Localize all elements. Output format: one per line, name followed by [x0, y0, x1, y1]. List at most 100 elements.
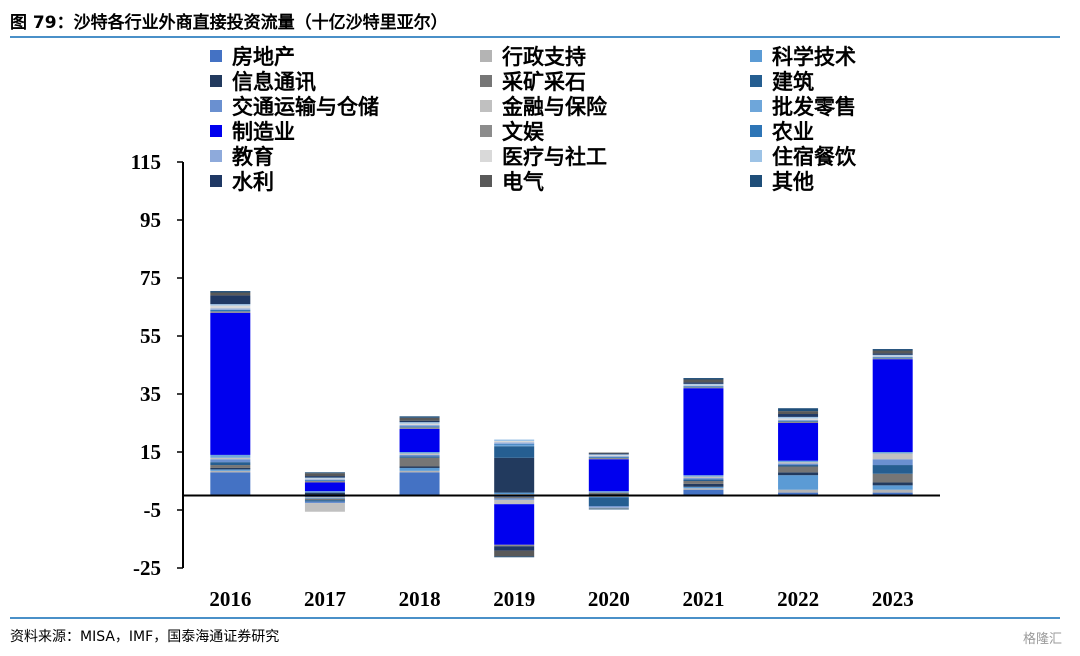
bar-segment [399, 456, 440, 458]
bar-segment [683, 387, 724, 389]
bar-segment [494, 499, 535, 505]
bar-segment [778, 462, 819, 464]
bar-segment [778, 423, 819, 461]
bar-segment [399, 452, 440, 454]
legend-swatch [480, 50, 492, 62]
bar-segment [304, 503, 345, 512]
bar-segment [872, 356, 913, 358]
bar-segment [399, 416, 440, 418]
bar-segment [304, 472, 345, 474]
bar-segment [588, 459, 629, 492]
bar-segment [872, 482, 913, 486]
bar-segment [588, 496, 629, 498]
bar-segment [399, 453, 440, 455]
bar-segment [304, 497, 345, 499]
bar-segment [778, 475, 819, 490]
bar-segment [872, 485, 913, 490]
legend-swatch [210, 150, 222, 162]
bar-segment [304, 492, 345, 496]
legend-swatch [750, 50, 762, 62]
bar-segment [872, 349, 913, 351]
bar-segment [683, 483, 724, 487]
bar-segment [494, 443, 535, 445]
legend-label: 教育 [232, 145, 274, 169]
legend-label: 农业 [771, 120, 814, 144]
bar-segment [588, 497, 629, 507]
legend-label: 行政支持 [501, 45, 586, 69]
bar-segment [872, 459, 913, 466]
bar-segment [210, 457, 251, 460]
bar-segment [210, 454, 251, 458]
x-tick-label: 2020 [588, 587, 630, 611]
bar-segment [683, 386, 724, 388]
legend-label: 文娱 [502, 120, 545, 144]
bar-segment [399, 422, 440, 424]
legend-swatch [750, 125, 762, 137]
bar-segment [683, 385, 724, 387]
watermark-logo: 格隆汇 [1022, 632, 1062, 647]
bar-segment [588, 506, 629, 508]
bar-segment [494, 442, 535, 444]
bar-segment [494, 496, 535, 499]
bar-segment [872, 473, 913, 483]
bar-segment [683, 479, 724, 481]
bar-segment [304, 481, 345, 483]
bar-segment [588, 454, 629, 456]
legend-swatch [210, 175, 222, 187]
legend-swatch [750, 75, 762, 87]
bar-segment [683, 488, 724, 490]
bar-segment [872, 354, 913, 356]
legend-swatch [480, 125, 492, 137]
bar-segment [304, 477, 345, 479]
y-tick-label: 95 [140, 208, 161, 232]
bar-segment [210, 291, 251, 293]
bar-segment [399, 472, 440, 496]
bar-segment [494, 550, 535, 557]
bar-segment [588, 492, 629, 495]
bar-segment [399, 428, 440, 452]
bar-segment [588, 496, 629, 497]
axes: 115 95 75 55 35 15 -5 -25 2016 2017 2018 2019 2020 20… [131, 150, 940, 611]
bar-segment [872, 355, 913, 357]
bar-segment [872, 359, 913, 452]
bar-segment [588, 508, 629, 510]
legend-swatch [210, 50, 222, 62]
legend-swatch [210, 100, 222, 112]
y-tick-label: -25 [133, 556, 161, 580]
bar-segment [210, 470, 251, 473]
bar-segment [304, 476, 345, 478]
legend-swatch [480, 150, 492, 162]
bar-segment [872, 465, 913, 474]
bar-segment [588, 456, 629, 458]
bar-segment [778, 465, 819, 467]
bar-segment [210, 305, 251, 309]
bar-segment [399, 466, 440, 468]
bar-segment [494, 440, 535, 443]
legend-label: 科学技术 [772, 45, 856, 69]
bar-segment [683, 489, 724, 496]
legend-swatch [480, 175, 492, 187]
bar-segment [778, 408, 819, 412]
legend-label: 信息通讯 [232, 70, 316, 94]
legend-swatch [480, 100, 492, 112]
bar-segment [872, 492, 913, 496]
title-divider [10, 36, 1060, 38]
x-tick-label: 2017 [304, 587, 346, 611]
bar-segment [210, 304, 251, 306]
legend-swatch [750, 100, 762, 112]
bar-segment [304, 473, 345, 477]
x-tick-label: 2016 [209, 587, 251, 611]
bar-segment [210, 462, 251, 466]
x-tick-label: 2019 [493, 587, 535, 611]
bar-segment [399, 457, 440, 467]
legend-label: 建筑 [772, 70, 814, 94]
bar-segment [304, 491, 345, 493]
bar-segment [304, 479, 345, 481]
bar-segment [210, 295, 251, 305]
bars [210, 291, 913, 558]
bar-segment [588, 457, 629, 460]
bar-segment [778, 460, 819, 463]
bar-segment [778, 414, 819, 417]
